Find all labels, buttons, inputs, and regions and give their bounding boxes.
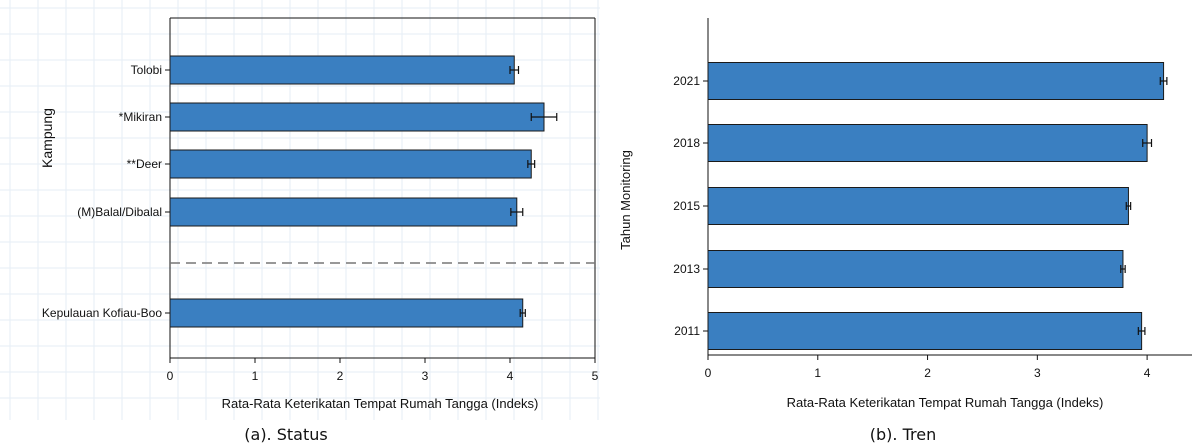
x-tick-label: 5 [592,369,599,383]
x-tick-label: 4 [1144,366,1151,380]
x-axis-title: Rata-Rata Keterikatan Tempat Rumah Tangg… [787,395,1104,410]
y-axis-title: Tahun Monitoring [618,150,633,250]
y-tick-label: 2015 [673,199,700,213]
x-tick-label: 2 [337,369,344,383]
y-tick-label: 2013 [673,262,700,276]
bar [707,62,1165,100]
bar [169,197,518,227]
bar [707,187,1129,225]
y-axis-title: Kampung [39,108,55,168]
chart-caption: (a). Status [244,425,327,444]
x-tick-label: 2 [924,366,931,380]
y-tick-label: (M)Balal/Dibalal [77,205,162,219]
chart-tren: 2021 2018 2015 2013 2011 0 1 2 3 4 Rata-Rata Ket… [618,18,1192,444]
bar [169,298,524,328]
bar [707,312,1143,350]
y-tick-label: Kepulauan Kofiau-Boo [42,306,162,320]
bar [169,149,532,179]
bar [707,124,1148,162]
y-tick-label: 2018 [673,136,700,150]
x-tick-label: 4 [507,369,514,383]
x-tick-label: 3 [422,369,429,383]
bar [169,55,515,85]
y-tick-label: *Mikiran [119,110,162,124]
x-tick-label: 3 [1034,366,1041,380]
x-axis-title: Rata-Rata Keterikatan Tempat Rumah Tangg… [222,396,539,411]
bar [707,250,1124,288]
y-tick-label: 2011 [674,324,700,338]
y-tick-label: 2021 [673,74,700,88]
chart-status: Tolobi *Mikiran **Deer (M)Balal/Dibalal Kepu… [39,17,599,444]
x-tick-label: 0 [705,366,712,380]
bar [169,102,545,132]
x-tick-label: 1 [252,369,259,383]
x-tick-label: 1 [814,366,821,380]
x-tick-label: 0 [167,369,174,383]
chart-caption: (b). Tren [870,425,936,444]
y-tick-label: **Deer [127,157,162,171]
y-tick-label: Tolobi [131,63,162,77]
